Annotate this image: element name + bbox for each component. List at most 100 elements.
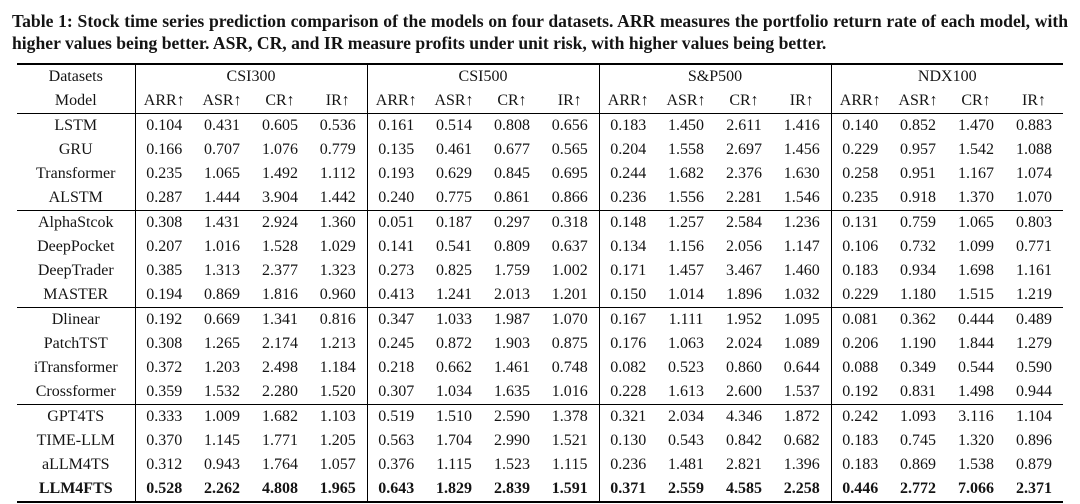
value-cell: 0.875 [541, 332, 600, 357]
value-cell: 0.131 [831, 210, 889, 236]
dataset-header: NDX100 [917, 68, 977, 86]
value-cell: 0.960 [309, 283, 368, 308]
value-cell: 0.590 [1016, 359, 1052, 377]
value-cell: 4.808 [262, 480, 298, 498]
value-cell: 0.528 [146, 480, 183, 498]
value-cell: 0.809 [494, 238, 530, 256]
value-cell: 1.470 [958, 117, 994, 135]
value-cell: 0.207 [146, 238, 183, 256]
value-cell: 0.235 [842, 189, 879, 207]
value-cell: 1.065 [204, 165, 240, 183]
table-row: GPT4TS 0.333 1.009 1.682 1.103 0.519 1.510 2.59… [17, 404, 1063, 430]
table-row: PatchTST 0.308 1.265 2.174 1.213 0.245 0.872 1.… [17, 332, 1063, 357]
caption-body: Stock time series prediction comparison … [12, 11, 1069, 54]
value-cell: 0.803 [1005, 210, 1063, 236]
value-cell: 1.236 [773, 210, 832, 236]
value-cell: 0.308 [135, 210, 193, 236]
table-row: LLM4FTS 0.528 2.262 4.808 1.965 0.643 1.829 2.8… [17, 477, 1063, 503]
value-cell: 1.896 [726, 286, 762, 304]
value-cell: 1.115 [436, 456, 472, 474]
value-cell: 1.033 [425, 307, 483, 333]
value-cell: 0.218 [378, 359, 415, 377]
value-cell: 0.236 [610, 456, 647, 474]
value-cell: 0.860 [726, 359, 762, 377]
value-cell: 0.245 [378, 335, 415, 353]
value-cell: 1.070 [1016, 189, 1052, 207]
value-cell: 0.240 [378, 189, 415, 207]
value-cell: 2.611 [726, 117, 762, 135]
value-cell: 0.771 [1016, 238, 1052, 256]
value-cell: 2.559 [668, 480, 704, 498]
table-row: AlphaStcok 0.308 1.431 2.924 1.360 0.051 0.187… [17, 210, 1063, 236]
value-cell: 0.816 [309, 307, 368, 333]
value-cell: 0.297 [483, 210, 541, 236]
value-cell: 0.287 [146, 189, 183, 207]
model-name-cell: DeepPocket [17, 235, 136, 260]
value-cell: 1.515 [958, 286, 994, 304]
value-cell: 0.489 [1005, 307, 1063, 333]
value-cell: 0.106 [842, 238, 879, 256]
value-cell: 2.034 [657, 404, 715, 430]
value-cell: 1.520 [309, 380, 368, 405]
model-name-cell: Crossformer [17, 380, 136, 405]
model-name-cell: AlphaStcok [17, 210, 136, 236]
table-row: iTransformer 0.372 1.203 2.498 1.184 0.218 0.6… [17, 356, 1063, 381]
caption-label: Table 1: [12, 11, 73, 31]
value-cell: 3.467 [726, 262, 762, 280]
value-cell: 0.167 [599, 307, 657, 333]
table-row: aLLM4TS 0.312 0.943 1.764 1.057 0.376 1.115 1.5… [17, 453, 1063, 478]
model-name-cell: ALSTM [17, 186, 136, 211]
value-cell: 0.759 [889, 210, 947, 236]
value-cell: 2.990 [494, 432, 530, 450]
value-cell: 0.629 [436, 165, 472, 183]
value-cell: 1.032 [773, 283, 832, 308]
value-cell: 0.193 [378, 165, 415, 183]
value-cell: 0.707 [204, 141, 240, 159]
value-cell: 0.385 [146, 262, 183, 280]
value-cell: 1.016 [541, 380, 600, 405]
value-cell: 0.943 [204, 456, 240, 474]
value-cell: 1.147 [773, 235, 832, 260]
metric-header: CR↑ [947, 89, 1005, 115]
value-cell: 0.637 [541, 235, 600, 260]
table-row: Dlinear 0.192 0.669 1.341 0.816 0.347 1.033 1.9… [17, 307, 1063, 333]
value-cell: 0.273 [378, 262, 415, 280]
value-cell: 2.590 [483, 404, 541, 430]
value-cell: 1.205 [309, 429, 368, 454]
value-cell: 1.115 [541, 453, 600, 478]
value-cell: 1.065 [947, 210, 1005, 236]
value-cell: 1.558 [668, 141, 704, 159]
value-cell: 0.413 [378, 286, 415, 304]
value-cell: 1.771 [262, 432, 298, 450]
value-cell: 1.099 [958, 238, 994, 256]
value-cell: 0.695 [541, 162, 600, 187]
value-cell: 0.544 [958, 359, 994, 377]
value-cell: 1.190 [900, 335, 936, 353]
metric-header: ASR↑ [657, 89, 715, 115]
value-cell: 1.461 [494, 359, 530, 377]
value-cell: 0.842 [726, 432, 762, 450]
value-cell: 2.024 [726, 335, 762, 353]
value-cell: 0.934 [900, 262, 936, 280]
value-cell: 0.825 [436, 262, 472, 280]
value-cell: 0.732 [900, 238, 936, 256]
value-cell: 0.318 [541, 210, 600, 236]
value-cell: 0.523 [668, 359, 704, 377]
value-cell: 1.532 [204, 383, 240, 401]
model-label: Model [17, 89, 136, 115]
value-cell: 1.456 [773, 138, 832, 163]
value-cell: 0.192 [842, 383, 879, 401]
value-cell: 1.444 [204, 189, 240, 207]
value-cell: 0.307 [378, 383, 415, 401]
value-cell: 1.704 [436, 432, 472, 450]
value-cell: 1.184 [309, 356, 368, 381]
table-head: Datasets CSI300 CSI500 S&P500 NDX100 Model ARR… [17, 64, 1063, 115]
model-name-cell: LSTM [17, 113, 136, 139]
value-cell: 2.376 [726, 165, 762, 183]
value-cell: 1.111 [657, 307, 715, 333]
value-cell: 0.171 [610, 262, 647, 280]
value-cell: 1.313 [204, 262, 240, 280]
value-cell: 1.161 [1016, 262, 1052, 280]
metric-header: ASR↑ [889, 89, 947, 115]
value-cell: 0.228 [610, 383, 647, 401]
